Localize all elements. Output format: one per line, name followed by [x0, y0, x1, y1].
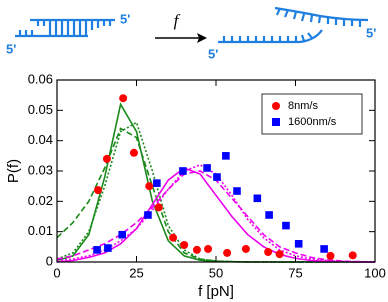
legend-label: 8nm/s — [288, 100, 318, 112]
x-tick-label: 50 — [209, 265, 223, 280]
teeth — [222, 32, 313, 42]
point — [145, 182, 154, 191]
y-tick-label: 0.06 — [28, 71, 53, 86]
point — [265, 211, 273, 219]
x-tick-label: 25 — [129, 265, 143, 280]
point — [264, 247, 273, 256]
legend-box — [261, 93, 363, 135]
fit-curve — [56, 127, 375, 263]
point — [223, 248, 232, 257]
y-tick-label: 0.04 — [28, 132, 53, 147]
point — [144, 211, 152, 219]
five-prime-label: 5' — [120, 11, 130, 26]
point — [253, 194, 262, 203]
point — [348, 251, 357, 260]
y-tick-label: 0.01 — [28, 223, 53, 238]
legend-marker — [272, 118, 280, 126]
point — [222, 152, 230, 160]
fit-curve — [56, 121, 375, 263]
dna-diagram — [15, 6, 369, 44]
point — [213, 173, 221, 181]
arrow-head — [197, 33, 207, 43]
strand — [218, 29, 323, 44]
y-tick-label: 0.03 — [28, 162, 53, 177]
point — [282, 221, 290, 230]
point — [119, 94, 128, 103]
point — [275, 250, 284, 259]
point — [326, 251, 335, 260]
point — [93, 246, 101, 254]
five-prime-label: 5' — [6, 41, 16, 56]
point — [129, 148, 138, 157]
y-tick-label: 0.05 — [28, 102, 53, 117]
point — [104, 244, 112, 252]
x-tick-label: 75 — [288, 265, 302, 280]
y-tick-label: 0 — [46, 253, 53, 268]
force-arrow — [155, 33, 207, 43]
point — [154, 203, 163, 212]
y-tick-label: 0.02 — [28, 193, 53, 208]
teeth — [275, 7, 362, 27]
legend-label: 1600nm/s — [288, 116, 337, 128]
point — [179, 167, 187, 175]
strand — [274, 6, 369, 22]
point — [102, 154, 111, 163]
base-pairs — [48, 20, 100, 36]
point — [153, 179, 161, 187]
force-label: f — [174, 11, 181, 30]
point — [192, 245, 201, 254]
five-prime-label: 5' — [208, 46, 218, 61]
y-axis-label: P(f) — [5, 159, 22, 183]
x-axis-label: f [pN] — [198, 283, 234, 300]
point — [294, 240, 303, 248]
point — [94, 186, 103, 195]
legend-marker — [272, 102, 280, 110]
point — [203, 164, 211, 172]
point — [233, 187, 241, 195]
teeth — [18, 20, 112, 36]
point — [180, 241, 189, 250]
point — [320, 245, 328, 253]
point — [241, 244, 250, 253]
point — [169, 233, 178, 242]
x-tick-label: 0 — [53, 265, 60, 280]
point — [204, 244, 213, 253]
five-prime-label: 5' — [366, 25, 376, 40]
point — [118, 230, 126, 239]
x-tick-label: 100 — [364, 265, 386, 280]
